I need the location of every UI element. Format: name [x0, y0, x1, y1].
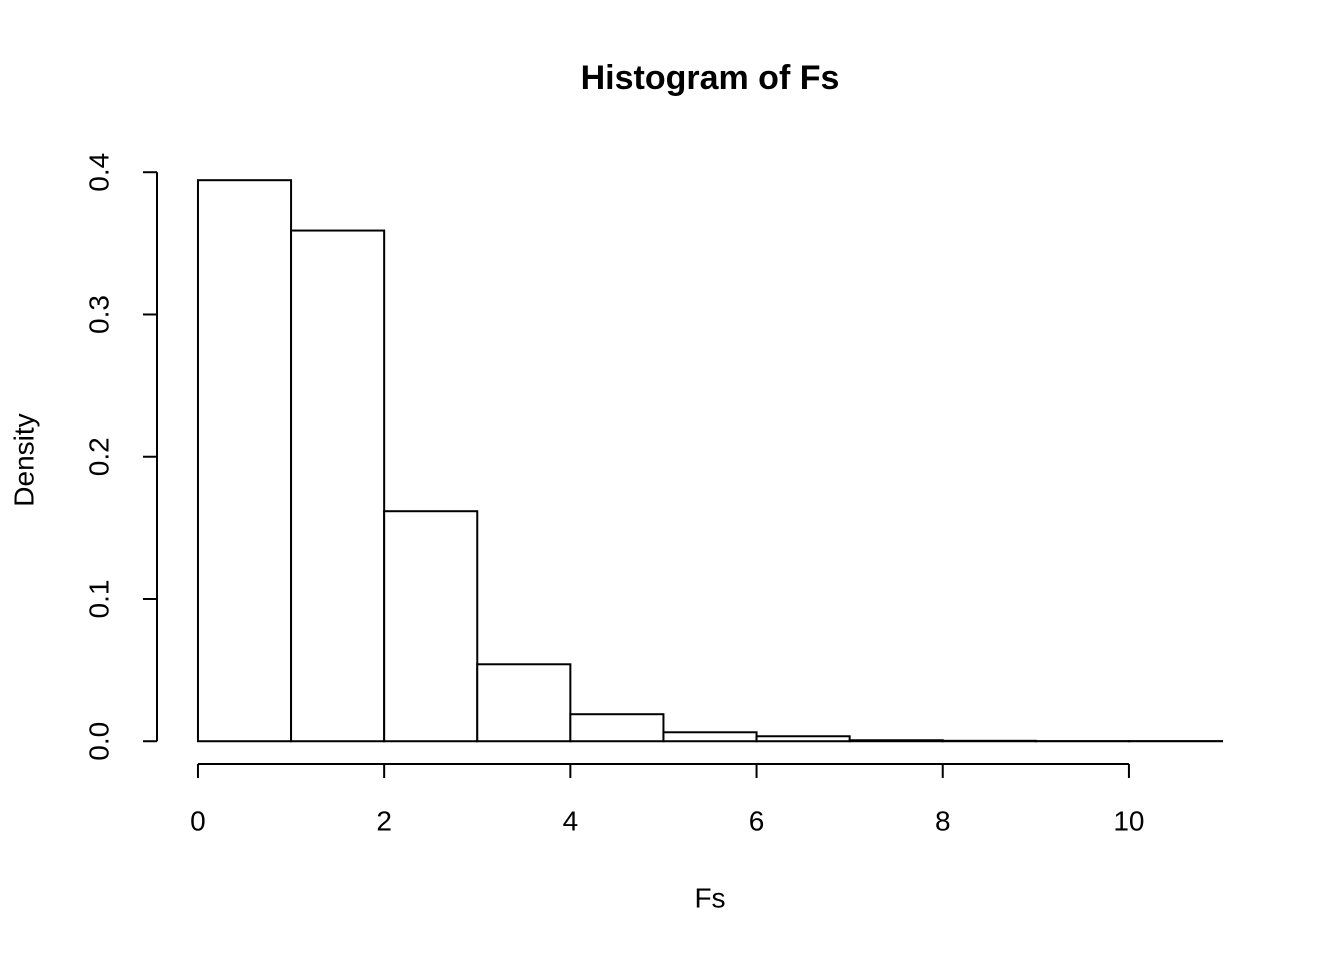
x-tick-label: 8	[935, 805, 951, 836]
x-tick-label: 2	[376, 805, 392, 836]
y-tick-label: 0.2	[83, 437, 114, 476]
x-axis-label: Fs	[694, 882, 725, 913]
bar	[755, 735, 851, 743]
y-tick-label: 0.3	[83, 295, 114, 334]
y-axis-label: Density	[8, 413, 39, 506]
bar	[569, 713, 665, 743]
y-tick-label: 0.4	[83, 153, 114, 192]
x-tick-label: 4	[563, 805, 579, 836]
y-tick-label: 0.0	[83, 722, 114, 761]
bar	[290, 229, 386, 743]
bar	[848, 739, 944, 743]
bar	[476, 663, 572, 743]
y-tick-label: 0.1	[83, 580, 114, 619]
x-tick-label: 10	[1113, 805, 1144, 836]
bar	[383, 510, 479, 743]
chart-title: Histogram of Fs	[581, 59, 840, 97]
x-tick-label: 0	[190, 805, 206, 836]
x-tick-label: 6	[749, 805, 765, 836]
bar	[196, 179, 293, 743]
bar	[662, 731, 758, 743]
